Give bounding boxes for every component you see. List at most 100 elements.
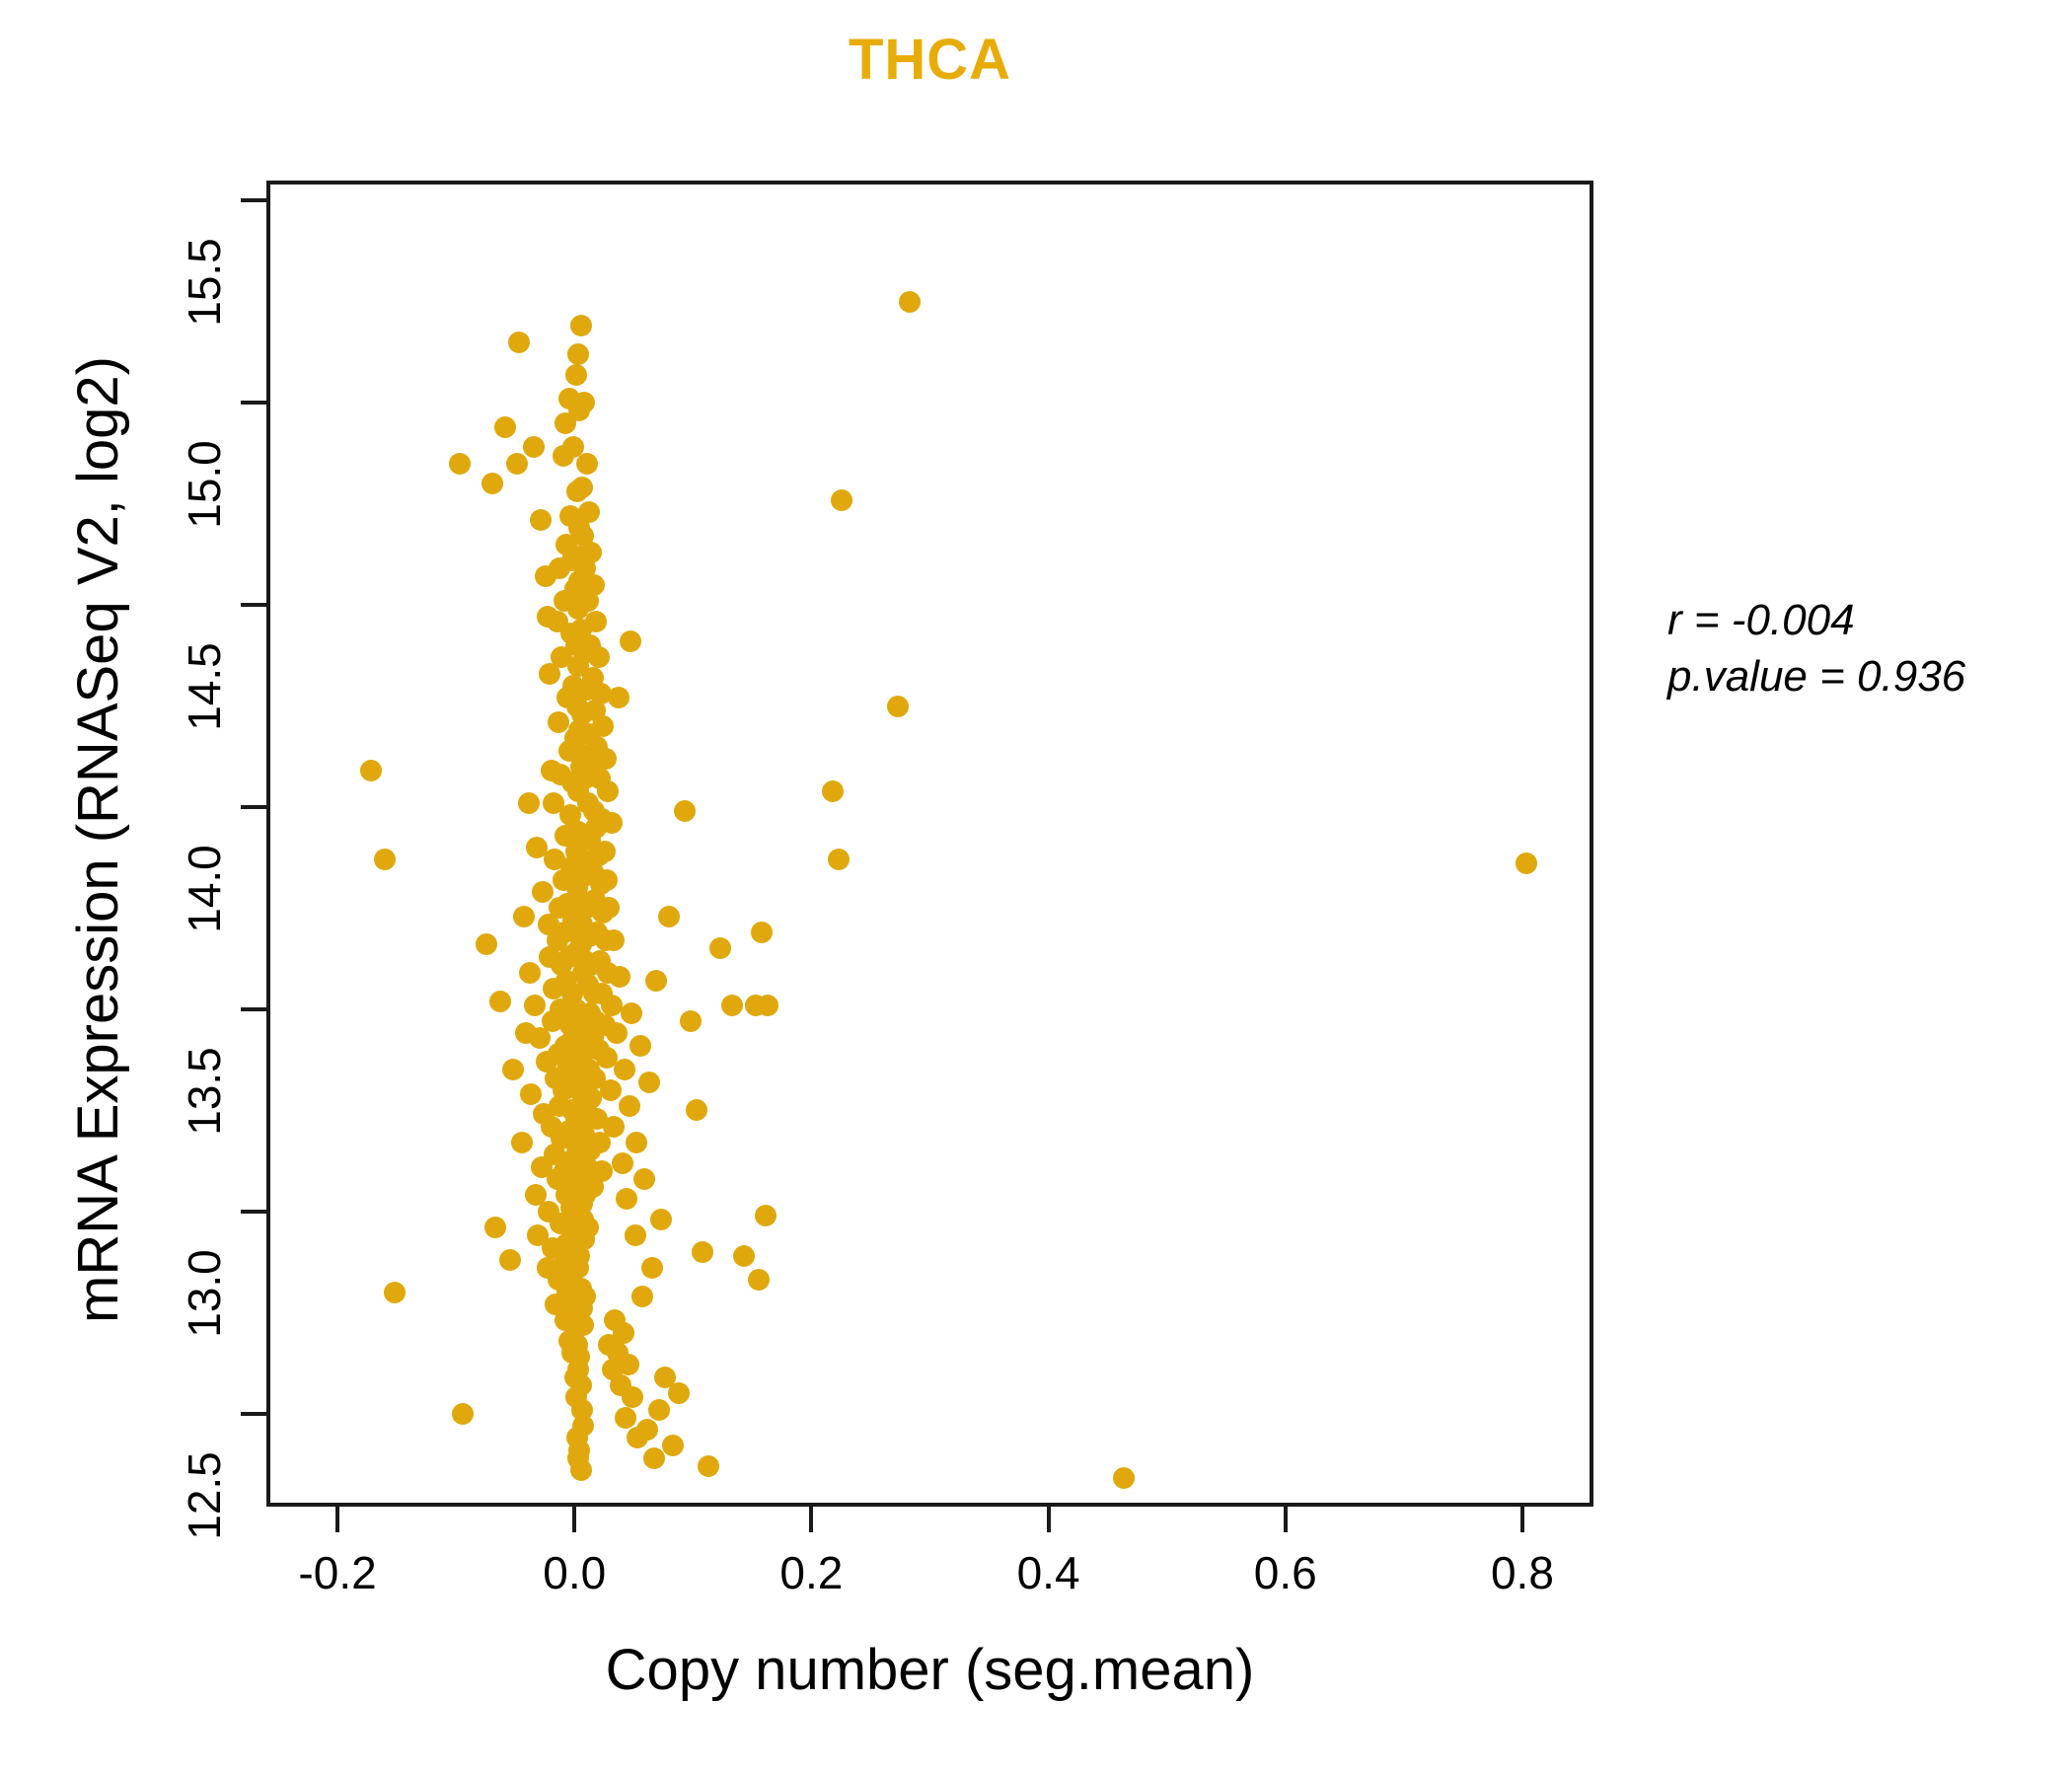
x-tick-mark	[1046, 1507, 1051, 1532]
y-tick-label: 15.5	[179, 238, 230, 328]
x-tick-label: 0.0	[543, 1547, 607, 1598]
scatter-point	[451, 1402, 474, 1425]
x-tick-mark	[809, 1507, 814, 1532]
scatter-point	[680, 1010, 703, 1033]
scatter-point	[597, 779, 620, 802]
scatter-point	[564, 363, 587, 386]
scatter-point	[517, 791, 540, 814]
scatter-point	[592, 715, 615, 738]
x-tick-label: 0.6	[1253, 1547, 1317, 1598]
scatter-point	[508, 331, 531, 353]
scatter-point	[569, 315, 592, 337]
scatter-point	[822, 779, 845, 802]
scatter-point	[709, 937, 732, 960]
scatter-point	[647, 1398, 670, 1421]
scatter-point	[828, 849, 851, 871]
scatter-point	[609, 966, 631, 989]
scatter-point	[528, 1026, 551, 1049]
y-tick-label: 14.5	[179, 642, 230, 731]
scatter-point	[575, 452, 598, 475]
x-tick-label: 0.8	[1490, 1547, 1554, 1598]
scatter-point	[733, 1244, 756, 1267]
x-tick-label: -0.2	[298, 1547, 377, 1598]
scatter-point	[374, 849, 397, 871]
scatter-point	[567, 343, 590, 366]
x-tick-mark	[335, 1507, 340, 1532]
pvalue-annotation: p.value = 0.936	[1667, 652, 1966, 702]
chart-title: THCA	[848, 28, 1012, 92]
scatter-point	[593, 841, 616, 863]
scatter-point	[618, 1095, 640, 1118]
scatter-point	[620, 630, 642, 653]
scatter-point	[751, 922, 774, 944]
scatter-point	[626, 1132, 648, 1154]
scatter-point	[520, 1082, 543, 1105]
y-tick-label: 13.0	[179, 1249, 230, 1338]
scatter-point	[569, 1459, 592, 1482]
plot-area	[266, 181, 1593, 1507]
scatter-point	[603, 929, 626, 952]
x-tick-label: 0.2	[779, 1547, 844, 1598]
y-tick-label: 13.5	[179, 1047, 230, 1136]
scatter-point	[585, 610, 608, 632]
scatter-point	[757, 994, 779, 1016]
scatter-point	[588, 1132, 611, 1154]
scatter-point	[526, 837, 549, 858]
scatter-point	[596, 1047, 619, 1070]
scatter-point	[692, 1240, 714, 1263]
scatter-point	[635, 1419, 658, 1442]
scatter-point	[605, 1022, 628, 1045]
scatter-point	[562, 436, 585, 459]
scatter-point	[523, 994, 546, 1016]
scatter-point	[360, 760, 383, 782]
scatter-point	[568, 1439, 591, 1461]
scatter-point	[657, 905, 680, 927]
scatter-point	[611, 1151, 633, 1174]
y-tick-mark	[241, 805, 266, 810]
x-tick-mark	[1519, 1507, 1524, 1532]
scatter-point	[384, 1281, 407, 1303]
scatter-point	[638, 1071, 661, 1093]
scatter-point	[543, 791, 564, 814]
y-tick-label: 15.0	[179, 440, 230, 530]
scatter-point	[484, 1217, 507, 1239]
scatter-point	[529, 509, 552, 532]
scatter-point	[899, 290, 922, 313]
scatter-point	[668, 1382, 691, 1405]
scatter-point	[572, 1313, 595, 1336]
scatter-point	[643, 1446, 666, 1469]
scatter-point	[596, 868, 619, 891]
scatter-point	[600, 812, 623, 835]
scatter-point	[580, 541, 603, 563]
scatter-point	[581, 1176, 604, 1199]
scatter-point	[578, 500, 601, 523]
y-tick-mark	[241, 1411, 266, 1416]
scatter-point	[518, 962, 541, 985]
scatter-point	[686, 1099, 708, 1122]
scatter-point	[580, 1087, 603, 1110]
scatter-point	[747, 1269, 770, 1292]
scatter-point	[633, 1168, 656, 1190]
scatter-point	[586, 1107, 609, 1130]
x-tick-mark	[572, 1507, 577, 1532]
scatter-point	[650, 1208, 673, 1230]
scatter-point	[662, 1435, 685, 1457]
scatter-point	[568, 1346, 591, 1369]
scatter-point	[640, 1257, 663, 1280]
scatter-point	[614, 1059, 636, 1081]
scatter-point	[598, 897, 621, 920]
scatter-point	[493, 415, 516, 438]
scatter-point	[532, 881, 555, 904]
scatter-point	[573, 392, 596, 414]
scatter-point	[645, 970, 668, 993]
scatter-point	[591, 1159, 614, 1182]
scatter-point	[570, 477, 593, 499]
scatter-point	[481, 473, 503, 495]
y-tick-mark	[241, 603, 266, 608]
x-tick-mark	[1283, 1507, 1288, 1532]
scatter-point	[547, 710, 569, 733]
scatter-point	[615, 1406, 637, 1429]
scatter-point	[698, 1454, 720, 1477]
scatter-point	[590, 683, 613, 705]
scatter-point	[582, 573, 605, 596]
